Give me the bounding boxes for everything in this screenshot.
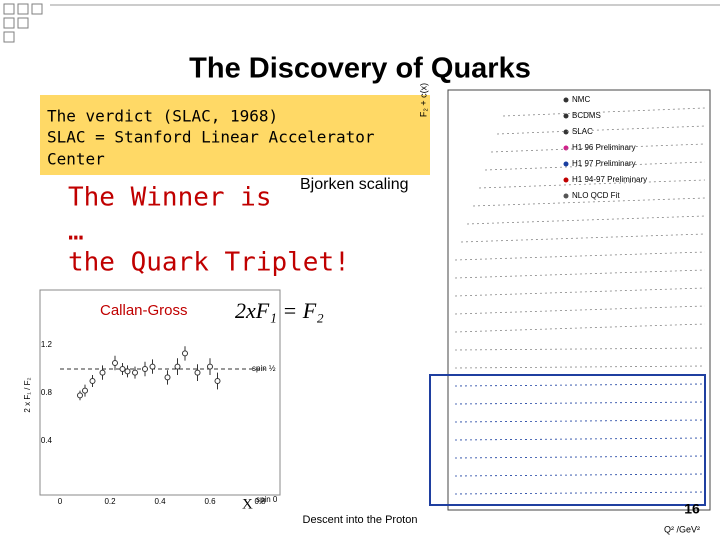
- curve: [454, 365, 706, 369]
- plot-frame: [447, 89, 711, 511]
- y-tick-label: 0.4: [41, 436, 53, 445]
- winner-line: the Quark Triplet!: [68, 248, 350, 278]
- data-point: [149, 363, 156, 370]
- curve: [454, 347, 706, 351]
- structure-function-plot: F₂ + c(x) Q² /GeV² NMC BCDMS SLAC H1 96 Pre…: [418, 83, 711, 534]
- data-point: [142, 366, 148, 372]
- spin-half-label: spin ½: [252, 364, 276, 373]
- curve: [454, 473, 706, 477]
- x-axis-label: Q² /GeV²: [664, 524, 700, 534]
- legend-marker: [563, 129, 569, 135]
- y-tick-label: 1.2: [41, 340, 53, 349]
- data-point: [77, 392, 83, 399]
- curve: [454, 251, 706, 261]
- curve: [454, 323, 706, 333]
- curve: [472, 197, 706, 207]
- legend-entry: BCDMS: [572, 111, 601, 120]
- legend-entry: SLAC: [572, 127, 593, 136]
- data-point: [164, 374, 171, 381]
- curve: [454, 491, 706, 495]
- curve: [454, 401, 706, 405]
- x-tick-label: 0.6: [204, 497, 216, 506]
- formula: 2xF₁ = F₂: [235, 298, 324, 323]
- data-point: [132, 369, 138, 376]
- x-tick-label: 0: [58, 497, 63, 506]
- legend-marker: [563, 97, 569, 103]
- verdict-line: SLAC = Stanford Linear Accelerator: [47, 128, 375, 147]
- legend-marker: [563, 145, 569, 151]
- curve: [454, 269, 706, 279]
- legend-marker: [563, 193, 569, 199]
- y-axis-label: F₂ + c(x): [418, 83, 428, 117]
- data-point: [214, 378, 221, 384]
- curve: [490, 143, 706, 153]
- winner-line: …: [68, 217, 84, 247]
- footer: Descent into the Proton: [303, 514, 418, 526]
- legend-entry: H1 97 Preliminary: [572, 159, 636, 168]
- winner-line: The Winner is: [68, 183, 272, 213]
- curve: [460, 233, 706, 243]
- bjorken-label: Bjorken scaling: [300, 176, 409, 193]
- verdict-line: Center: [47, 150, 105, 169]
- data-point: [82, 387, 88, 394]
- y-tick-label: 0.8: [41, 388, 53, 397]
- y-axis-label: 2 x F₁ / F₂: [23, 377, 32, 412]
- spin-zero-label: spin 0: [256, 495, 278, 504]
- data-point: [112, 360, 118, 366]
- curve: [454, 383, 706, 387]
- corner-squares: [3, 3, 43, 43]
- callan-gross-plot: Callan-Gross 2xF₁ = F₂ 2 x F₁ / F₂ spin …: [23, 289, 324, 512]
- curve: [484, 161, 706, 171]
- legend-entry: NLO QCD Fit: [572, 191, 620, 200]
- data-point: [99, 369, 106, 376]
- x-tick-label: 0.2: [104, 497, 116, 506]
- title: The Discovery of Quarks: [189, 53, 531, 85]
- verdict-line: The verdict (SLAC, 1968): [47, 107, 278, 126]
- highlight-box: [429, 374, 706, 506]
- page-number: 16: [684, 501, 700, 517]
- curve: [502, 107, 706, 117]
- data-point: [174, 363, 181, 370]
- callan-gross-label: Callan-Gross: [100, 302, 188, 319]
- data-point: [194, 369, 201, 376]
- curve: [454, 305, 706, 315]
- x-tick-label: 0.4: [154, 497, 166, 506]
- data-point: [119, 366, 126, 372]
- verdict-box: [40, 95, 430, 175]
- data-point: [124, 368, 131, 375]
- legend-marker: [563, 161, 569, 167]
- data-point: [207, 363, 213, 370]
- legend-marker: [563, 113, 569, 119]
- legend-entry: NMC: [572, 95, 590, 104]
- legend-marker: [563, 177, 569, 183]
- curve: [454, 419, 706, 423]
- x-tick-label: 0.8: [254, 497, 266, 506]
- data-point: [89, 378, 96, 384]
- curve: [454, 455, 706, 459]
- x-axis-label: X: [242, 496, 253, 512]
- curve: [454, 437, 706, 441]
- legend-entry: H1 94-97 Preliminary: [572, 175, 647, 184]
- curve: [454, 287, 706, 297]
- legend-entry: H1 96 Preliminary: [572, 143, 636, 152]
- data-point: [182, 350, 188, 357]
